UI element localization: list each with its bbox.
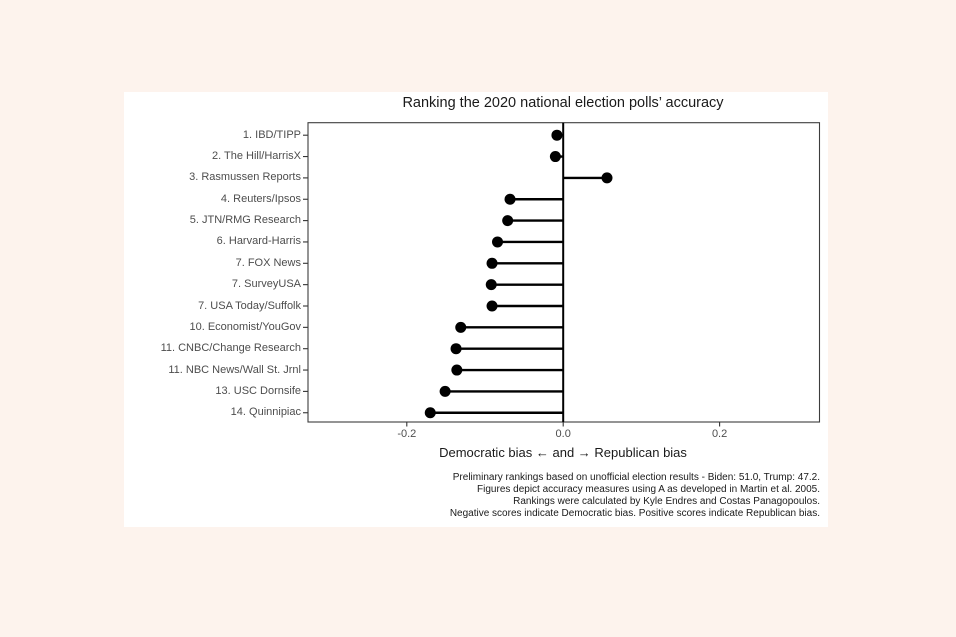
x-axis-tick-label: 0.0: [555, 428, 571, 440]
y-axis-label: 6. Harvard-Harris: [216, 235, 301, 248]
plot-area: [303, 122, 821, 427]
y-axis-label: 14. Quinnipiac: [230, 406, 301, 419]
y-axis-label: 13. USC Dornsife: [215, 384, 301, 397]
y-axis-label: 10. Economist/YouGov: [189, 320, 302, 333]
data-point: [451, 364, 463, 376]
y-axis-label: 7. USA Today/Suffolk: [198, 299, 301, 312]
data-point: [502, 215, 514, 227]
data-point: [486, 257, 498, 269]
chart-title: Ranking the 2020 national election polls…: [402, 95, 724, 111]
data-point: [450, 343, 462, 355]
y-axis-label: 4. Reuters/Ipsos: [220, 192, 301, 205]
data-point: [424, 407, 436, 419]
x-axis-title: Democratic bias ← and → Republican bias: [439, 445, 687, 460]
y-axis-label: 7. SurveyUSA: [231, 278, 301, 291]
data-point: [485, 279, 497, 291]
y-axis-label: 1. IBD/TIPP: [242, 128, 301, 141]
data-point: [504, 193, 516, 205]
data-point: [551, 129, 563, 141]
data-point: [601, 172, 613, 184]
y-axis-label: 5. JTN/RMG Research: [189, 214, 301, 227]
y-axis-label: 2. The Hill/HarrisX: [211, 150, 301, 163]
data-point: [455, 321, 467, 333]
caption-line: Figures depict accuracy measures using A…: [477, 484, 820, 495]
y-axis-label: 11. NBC News/Wall St. Jrnl: [168, 363, 301, 376]
data-point: [486, 300, 498, 312]
caption-line: Rankings were calculated by Kyle Endres …: [513, 496, 820, 507]
y-axis-label: 3. Rasmussen Reports: [189, 171, 301, 184]
x-axis-tick-label: 0.2: [711, 428, 728, 440]
chart-caption: Preliminary rankings based on unofficial…: [450, 472, 820, 520]
caption-line: Preliminary rankings based on unofficial…: [452, 472, 820, 483]
y-axis-label: 11. CNBC/Change Research: [160, 342, 301, 355]
poll-accuracy-figure: Ranking the 2020 national election polls…: [124, 92, 828, 527]
data-point: [439, 385, 451, 397]
data-point: [492, 236, 504, 248]
data-point: [549, 151, 561, 163]
y-axis-label: 7. FOX News: [235, 256, 301, 269]
caption-line: Negative scores indicate Democratic bias…: [449, 508, 820, 519]
x-axis-tick-label: -0.2: [397, 428, 417, 440]
